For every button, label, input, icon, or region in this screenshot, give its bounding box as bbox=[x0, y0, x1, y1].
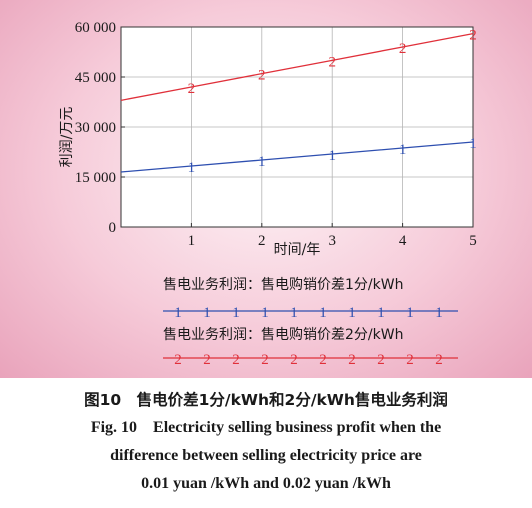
legend-label-2: 售电业务利润：售电购销价差2分/kWh bbox=[163, 327, 403, 343]
x-axis-title: 时间/年 bbox=[274, 242, 321, 258]
series-1-point-marker: 1 bbox=[328, 148, 336, 164]
legend-marker-1: 1 bbox=[319, 305, 327, 321]
legend-marker-1: 1 bbox=[406, 305, 414, 321]
legend-marker-1: 1 bbox=[290, 305, 298, 321]
legend-label-1: 售电业务利润：售电购销价差1分/kWh bbox=[163, 277, 403, 293]
figure-caption: 图10 售电价差1分/kWh和2分/kWh售电业务利润 Fig. 10 Elec… bbox=[0, 386, 532, 498]
legend-marker-2: 2 bbox=[261, 352, 269, 368]
y-tick-label: 0 bbox=[109, 220, 117, 236]
legend-marker-1: 1 bbox=[174, 305, 182, 321]
x-tick-label: 4 bbox=[399, 233, 407, 249]
series-2-point-marker: 2 bbox=[328, 54, 336, 70]
legend-marker-2: 2 bbox=[435, 352, 443, 368]
legend-marker-1: 1 bbox=[348, 305, 356, 321]
legend-marker-2: 2 bbox=[377, 352, 385, 368]
x-tick-label: 2 bbox=[258, 233, 266, 249]
line-chart: 0 15 000 30 000 45 000 60 000 1 2 3 4 5 时间/年 利润/万元 1… bbox=[59, 20, 477, 368]
x-tick-label: 3 bbox=[328, 233, 336, 249]
legend-marker-1: 1 bbox=[203, 305, 211, 321]
series-1-point-marker: 1 bbox=[258, 154, 266, 170]
legend-marker-1: 1 bbox=[232, 305, 240, 321]
caption-english-line-2: difference between selling electricity p… bbox=[110, 447, 422, 464]
legend-marker-2: 2 bbox=[203, 352, 211, 368]
caption-english-line-3: 0.01 yuan /kWh and 0.02 yuan /kWh bbox=[141, 475, 391, 492]
series-1-point-marker: 1 bbox=[399, 142, 407, 158]
legend-marker-2: 2 bbox=[174, 352, 182, 368]
caption-english-line-1: Fig. 10 Electricity selling business pro… bbox=[90, 419, 442, 436]
series-line-2 bbox=[120, 33, 474, 101]
legend-marker-1: 1 bbox=[377, 305, 385, 321]
legend-marker-1: 1 bbox=[261, 305, 269, 321]
caption-chinese: 图10 售电价差1分/kWh和2分/kWh售电业务利润 bbox=[84, 391, 448, 409]
legend-marker-2: 2 bbox=[406, 352, 414, 368]
legend-marker-2: 2 bbox=[319, 352, 327, 368]
y-tick-label: 30 000 bbox=[75, 120, 116, 136]
series-2-point-marker: 2 bbox=[258, 68, 266, 84]
legend-marker-2: 2 bbox=[348, 352, 356, 368]
y-axis-title: 利润/万元 bbox=[59, 107, 75, 168]
legend-marker-1: 1 bbox=[435, 305, 443, 321]
y-tick-label: 15 000 bbox=[75, 170, 116, 186]
series-2-point-marker: 2 bbox=[399, 41, 407, 57]
series-1-point-marker: 1 bbox=[469, 136, 477, 152]
chart-figure: 0 15 000 30 000 45 000 60 000 1 2 3 4 5 时间/年 利润/万元 1… bbox=[0, 0, 532, 378]
y-tick-label: 60 000 bbox=[75, 20, 116, 36]
series-line-1 bbox=[120, 141, 474, 173]
x-tick-label: 1 bbox=[188, 233, 196, 249]
series-2-point-marker: 2 bbox=[469, 28, 477, 44]
series-1-point-marker: 1 bbox=[188, 160, 196, 176]
legend-marker-2: 2 bbox=[232, 352, 240, 368]
y-tick-label: 45 000 bbox=[75, 70, 116, 86]
legend-marker-2: 2 bbox=[290, 352, 298, 368]
series-2-point-marker: 2 bbox=[188, 81, 196, 97]
x-tick-label: 5 bbox=[469, 233, 477, 249]
